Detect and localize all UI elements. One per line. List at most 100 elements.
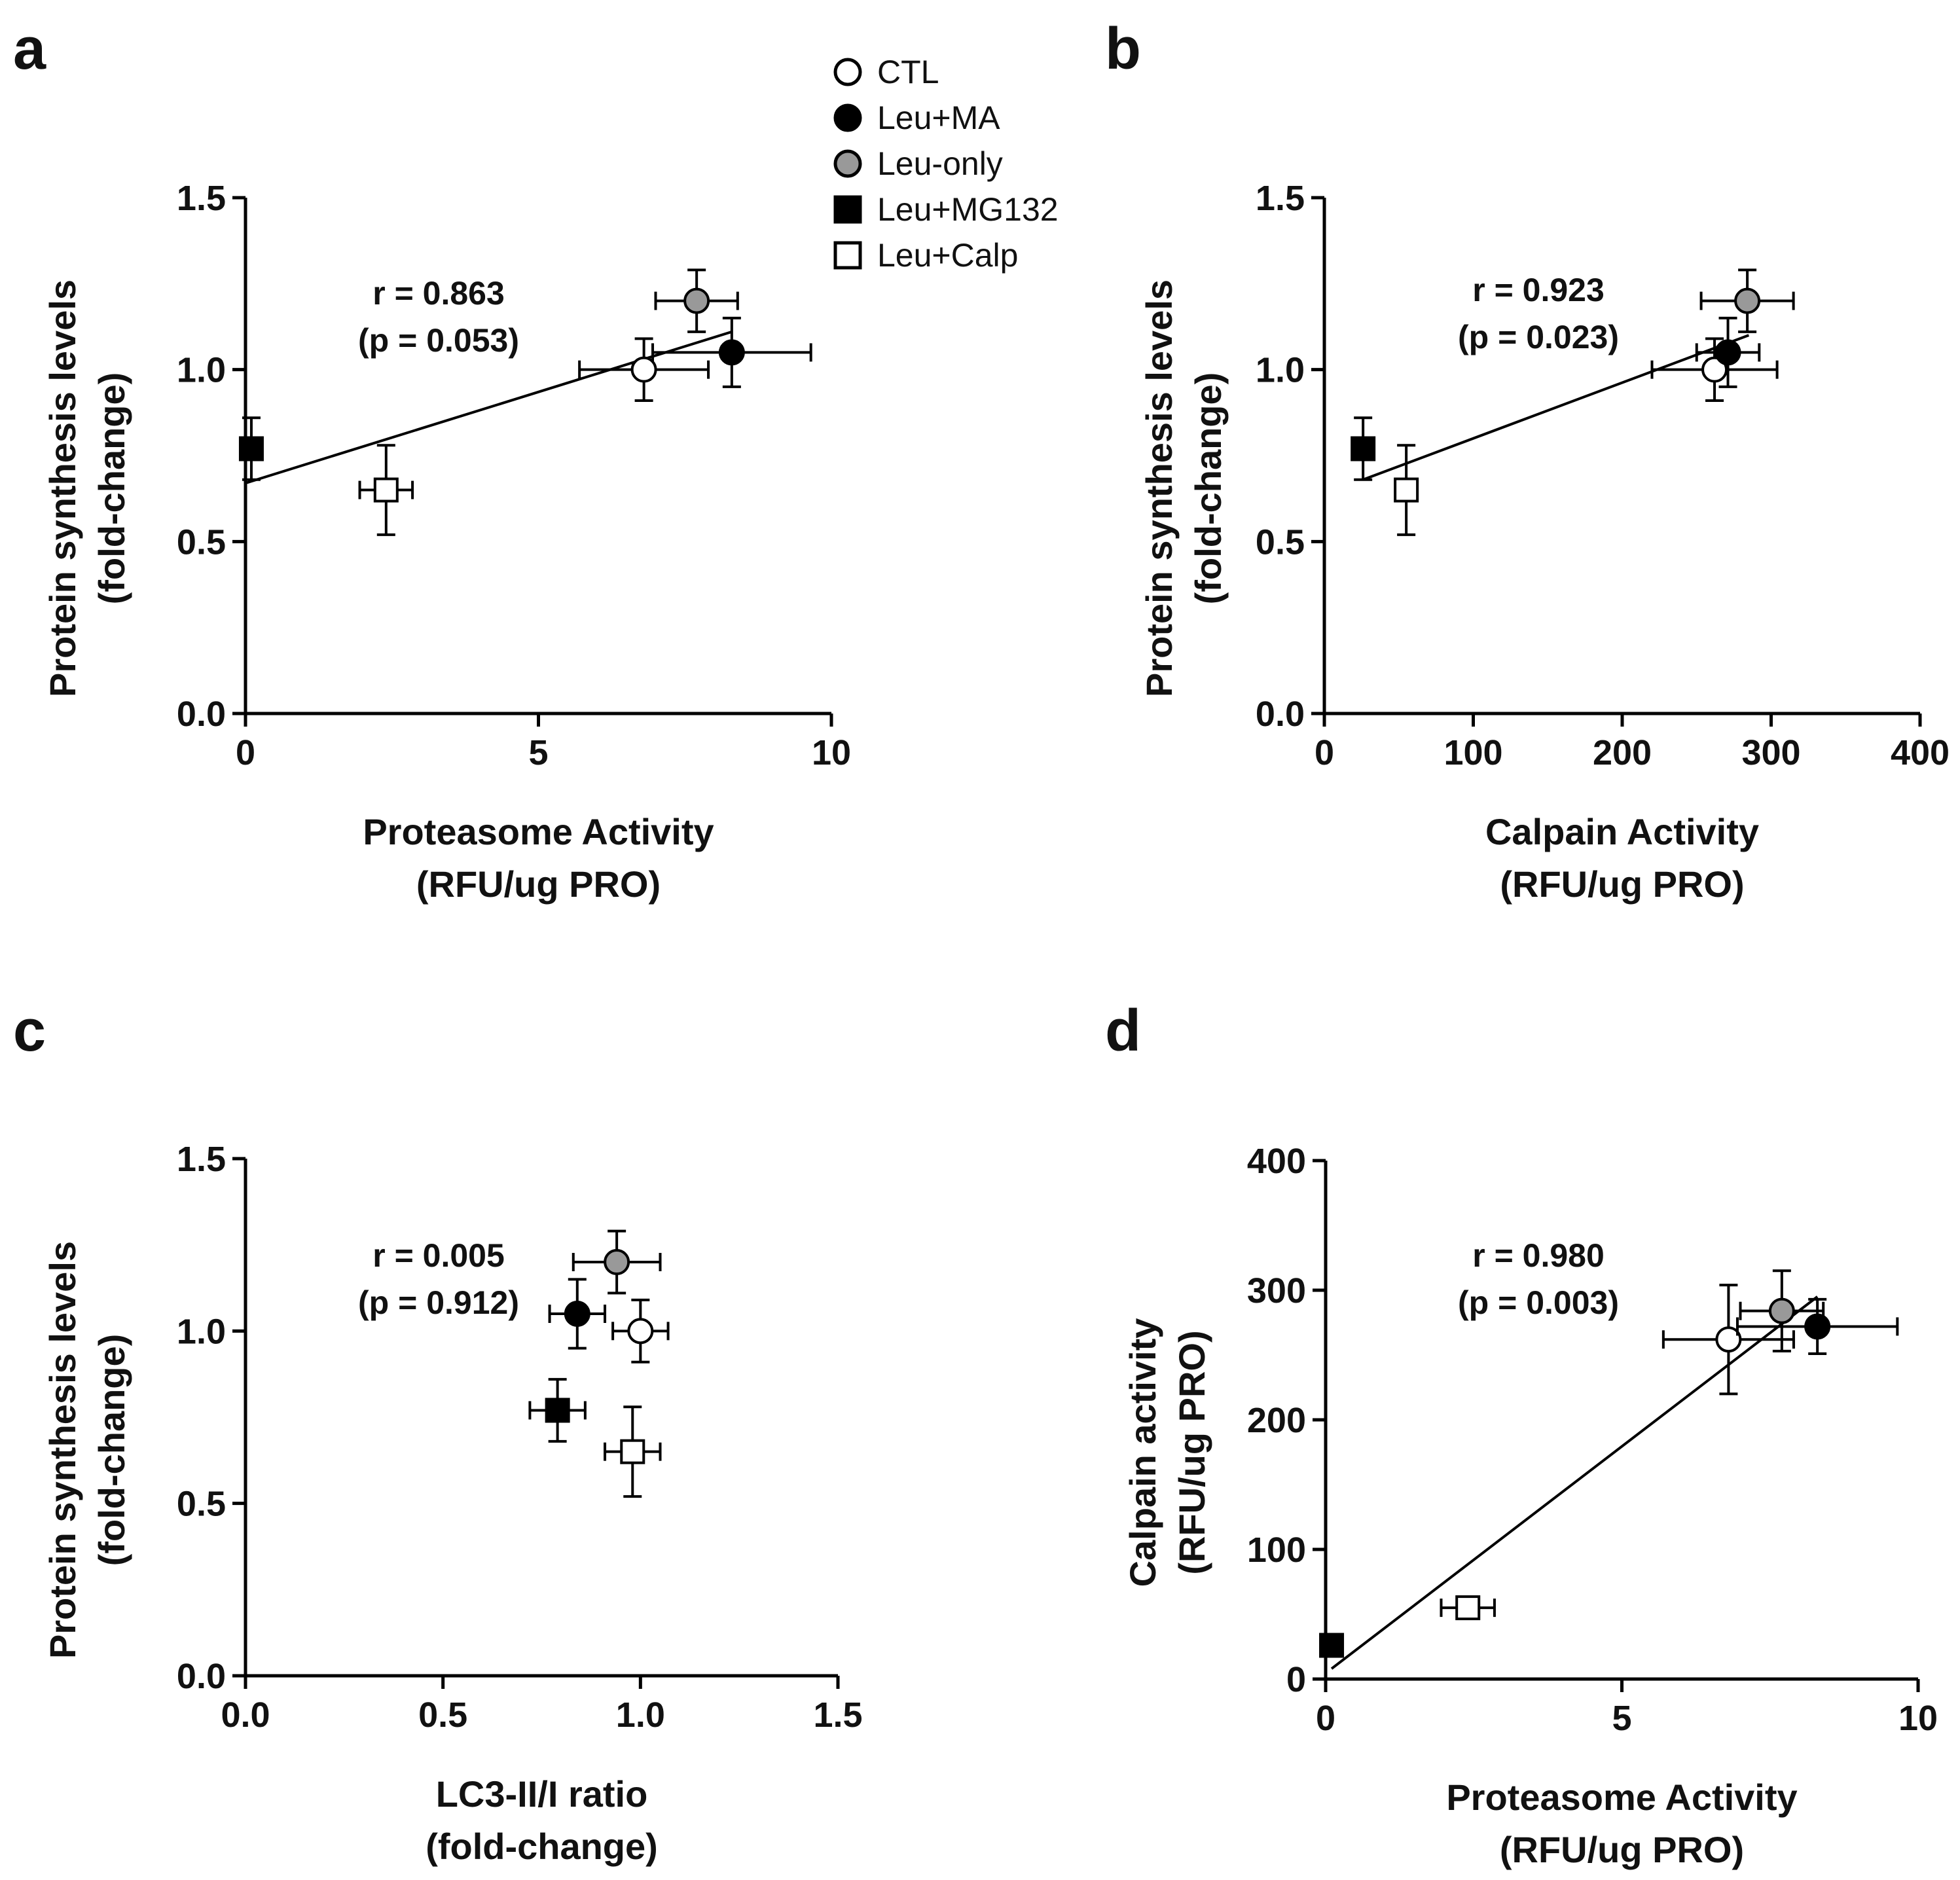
regression-line <box>1330 1295 1819 1670</box>
data-point-leu-calp <box>604 1405 662 1498</box>
y-axis-subtitle: (fold-change) <box>1188 372 1229 605</box>
point-marker <box>564 1301 590 1327</box>
x-tick-label: 0 <box>1316 1699 1335 1738</box>
data-point-leu-calp <box>1394 444 1419 536</box>
legend-label: CTL <box>877 54 939 90</box>
x-tick-label: 5 <box>1612 1699 1631 1738</box>
legend-marker <box>833 58 862 86</box>
data-point-leu-calp <box>358 444 414 536</box>
data-point-ctl <box>1650 337 1779 402</box>
point-marker <box>620 1439 645 1464</box>
data-point-leu-mg132 <box>238 416 264 481</box>
data-point-leu-mg132 <box>1319 1633 1345 1658</box>
correlation-p: (p = 0.023) <box>1458 319 1619 355</box>
panel-c: 0.0 0.5 1.0 1.5 0.0 0.5 1.0 1.5 LC3-II/I ratio (f… <box>42 1140 863 1867</box>
legend-label: Leu-only <box>877 145 1003 182</box>
x-tick-label: 0 <box>236 733 255 772</box>
y-tick-label: 1.5 <box>177 1140 226 1179</box>
y-tick-label: 0.5 <box>177 522 226 562</box>
point-marker <box>1734 287 1761 314</box>
x-tick-label: 400 <box>1891 733 1950 772</box>
data-point-ctl <box>1661 1284 1795 1396</box>
point-marker <box>1394 477 1419 503</box>
point-marker <box>1351 436 1376 461</box>
point-marker <box>630 356 657 383</box>
legend-label: Leu+Calp <box>877 237 1018 274</box>
x-tick-label: 10 <box>812 733 851 772</box>
data-point-leu-ma <box>548 1278 607 1350</box>
correlation-p: (p = 0.003) <box>1458 1284 1619 1321</box>
correlation-r: r = 0.863 <box>372 275 505 312</box>
panel-a: 0 5 10 0.0 0.5 1.0 1.5 Proteasome Activity (RFU/… <box>42 179 851 905</box>
legend-label: Leu+MA <box>877 99 1000 136</box>
correlation-r: r = 0.980 <box>1472 1237 1605 1274</box>
x-axis-title: Calpain Activity <box>1485 811 1759 852</box>
x-tick-label: 5 <box>528 733 548 772</box>
point-marker <box>373 477 399 503</box>
point-marker <box>1715 339 1741 366</box>
data-point-leu-ma <box>651 316 812 388</box>
data-point-leu-mg132 <box>1351 416 1376 481</box>
x-axis-subtitle: (RFU/ug PRO) <box>1500 863 1744 905</box>
x-axis-subtitle: (RFU/ug PRO) <box>1500 1829 1744 1870</box>
y-tick-label: 1.5 <box>177 179 226 218</box>
point-marker <box>1701 356 1728 383</box>
data-point-leu-ma <box>1735 1297 1899 1356</box>
y-tick-label: 400 <box>1247 1142 1306 1181</box>
point-marker <box>238 436 264 461</box>
point-marker <box>1455 1595 1481 1621</box>
point-marker <box>683 287 710 314</box>
y-tick-label: 200 <box>1247 1401 1306 1440</box>
regression-line <box>1362 334 1750 481</box>
data-point-leu-calp <box>1440 1595 1496 1621</box>
y-tick-label: 0.0 <box>177 695 226 734</box>
chart-panels: 0 5 10 0.0 0.5 1.0 1.5 Proteasome Activity (RFU/… <box>42 179 1950 1870</box>
data-point-leu-only <box>1739 1269 1825 1353</box>
x-tick-label: 300 <box>1741 733 1800 772</box>
point-marker <box>545 1398 570 1423</box>
y-axis-subtitle: (fold-change) <box>91 1334 132 1566</box>
point-marker <box>718 339 745 366</box>
x-tick-label: 1.5 <box>813 1695 862 1735</box>
panel-letter-a: a <box>13 16 46 82</box>
legend: CTL Leu+MA Leu-only Leu+MG132 Leu+Calp <box>833 54 1059 274</box>
legend-item-ctl: CTL <box>833 54 939 90</box>
y-tick-label: 100 <box>1247 1530 1306 1570</box>
y-tick-label: 1.5 <box>1256 179 1305 218</box>
y-axis-title: Calpain activity <box>1122 1318 1163 1587</box>
legend-marker <box>833 195 862 224</box>
y-tick-label: 0.0 <box>177 1657 226 1696</box>
x-tick-label: 200 <box>1593 733 1652 772</box>
point-marker <box>1319 1633 1345 1658</box>
point-marker <box>627 1318 654 1345</box>
y-tick-label: 1.0 <box>177 1312 226 1351</box>
panel-letter-b: b <box>1105 16 1141 82</box>
x-tick-label: 100 <box>1443 733 1502 772</box>
data-point-leu-only <box>572 1229 662 1295</box>
x-tick-label: 0.5 <box>418 1695 467 1735</box>
panel-b: 0 100 200 300 400 0.0 0.5 1.0 1.5 Calpain Activit… <box>1138 179 1950 905</box>
correlation-p: (p = 0.912) <box>358 1284 519 1321</box>
point-marker <box>1768 1297 1795 1324</box>
y-axis-subtitle: (fold-change) <box>91 372 132 605</box>
legend-marker <box>833 149 862 178</box>
y-tick-label: 0 <box>1286 1660 1306 1699</box>
correlation-p: (p = 0.053) <box>358 322 519 359</box>
legend-marker <box>833 103 862 132</box>
data-point-ctl <box>578 337 710 402</box>
correlation-r: r = 0.923 <box>1472 272 1605 308</box>
panel-letter-d: d <box>1105 998 1141 1064</box>
legend-label: Leu+MG132 <box>877 191 1059 228</box>
y-axis-title: Protein synthesis levels <box>42 1241 83 1659</box>
y-tick-label: 0.0 <box>1256 695 1305 734</box>
y-tick-label: 0.5 <box>177 1485 226 1524</box>
legend-item-leu-mg132: Leu+MG132 <box>833 191 1059 228</box>
legend-marker <box>833 241 862 270</box>
x-axis-title: LC3-II/I ratio <box>436 1773 648 1815</box>
y-tick-label: 300 <box>1247 1271 1306 1311</box>
y-axis-title: Protein synthesis levels <box>42 280 83 697</box>
y-tick-label: 1.0 <box>177 351 226 390</box>
legend-item-leu-only: Leu-only <box>833 145 1003 182</box>
data-point-leu-only <box>654 268 739 333</box>
